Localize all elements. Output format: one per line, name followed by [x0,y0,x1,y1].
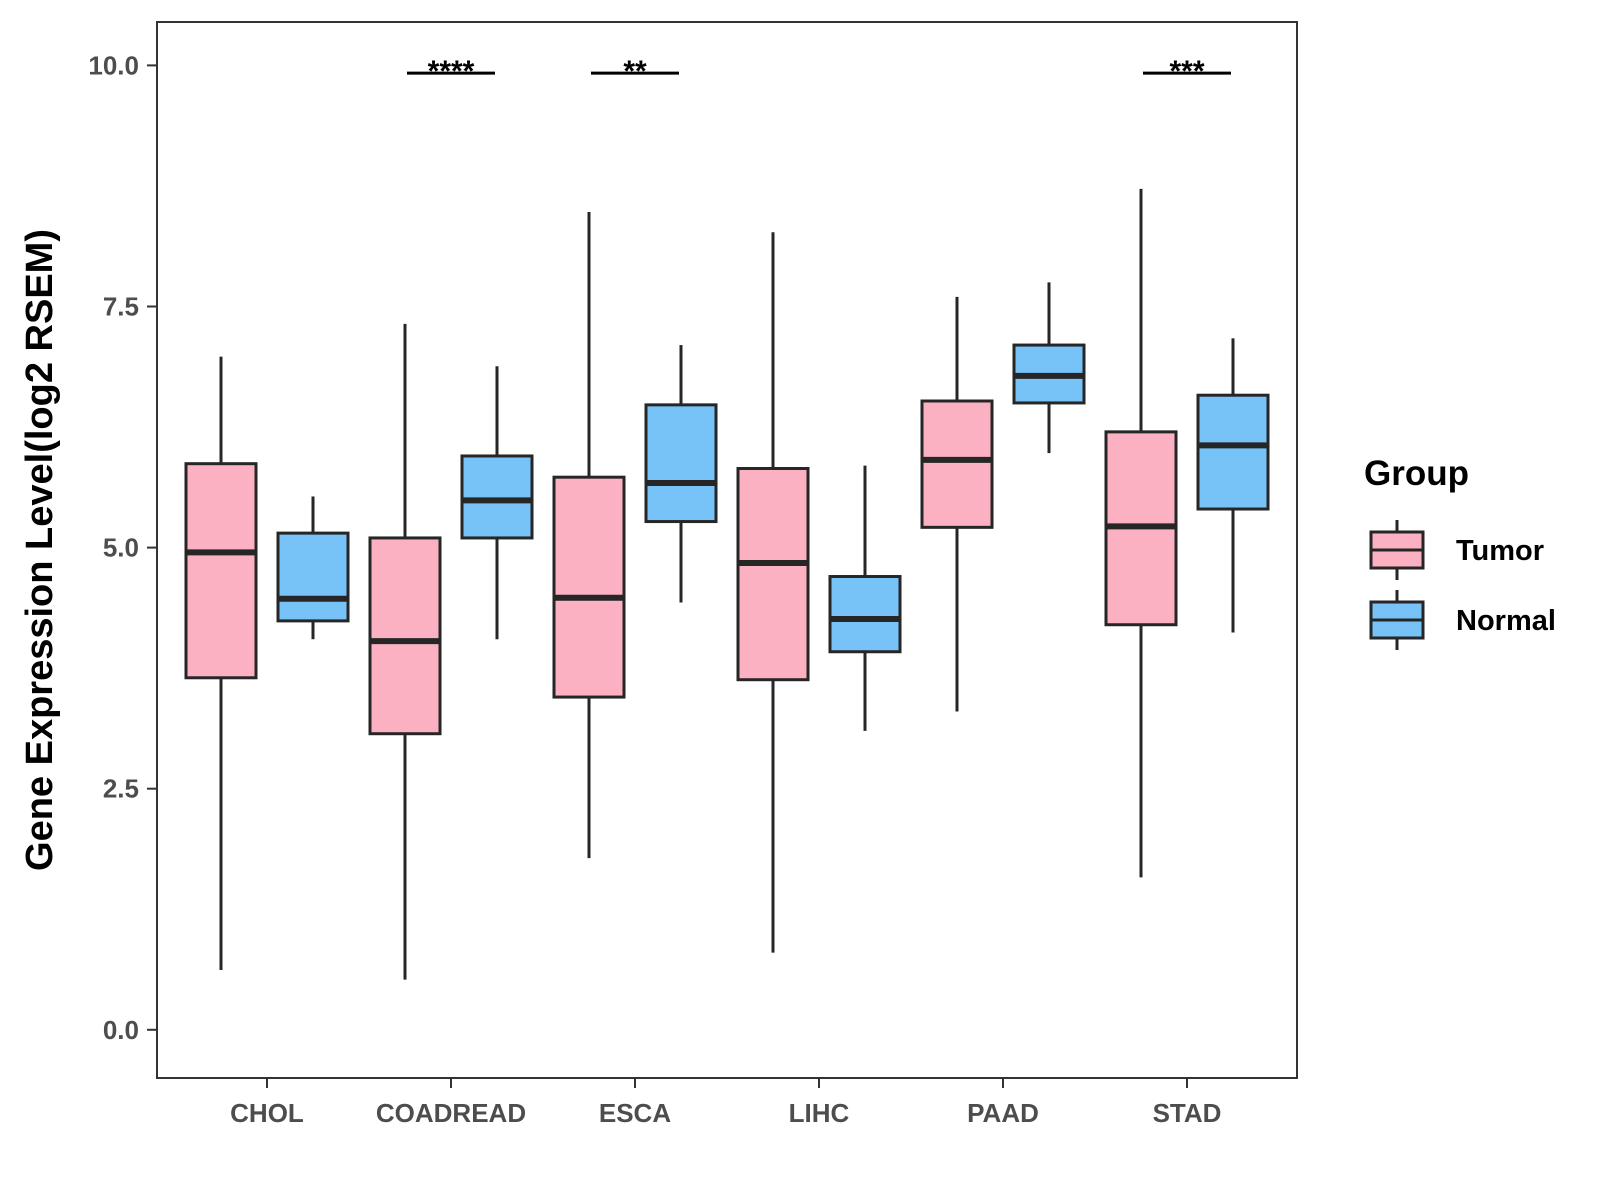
y-tick-label: 10.0 [88,50,139,80]
legend-entry-normal: Normal [1369,590,1556,650]
y-tick-label: 5.0 [103,533,139,563]
x-tick-label: ESCA [599,1098,671,1128]
box-iqr [552,475,626,699]
y-axis-title: Gene Expression Level(log2 RSEM) [19,229,61,871]
box-tumor-coadread [368,323,442,980]
box-iqr [368,536,442,736]
x-tick-label: LIHC [789,1098,850,1128]
y-tick-label: 0.0 [103,1015,139,1045]
box-normal-stad [1196,338,1270,633]
box-normal-coadread [460,366,534,640]
legend-entry-tumor: Tumor [1369,520,1544,580]
box-normal-chol [276,496,350,640]
box-iqr [644,403,718,524]
boxplots [184,188,1270,980]
legend-title: Group [1364,454,1469,493]
box-tumor-lihc [736,232,810,953]
box-normal-paad [1012,282,1086,454]
x-tick-label: STAD [1153,1098,1222,1128]
box-tumor-paad [920,296,994,712]
significance-label: **** [428,55,475,88]
box-iqr [276,531,350,623]
y-axis: 0.0 2.5 5.0 7.5 10.0 [88,50,157,1045]
legend: Tumor Normal [1369,520,1556,650]
significance-label: ** [623,55,647,88]
x-tick-label: PAAD [967,1098,1039,1128]
box-tumor-stad [1104,188,1178,878]
box-normal-esca [644,345,718,603]
box-iqr [460,454,534,540]
box-iqr [920,399,994,529]
significance-annotations: **** ** *** [407,55,1231,88]
box-iqr [736,467,810,682]
box-normal-lihc [828,465,902,731]
y-tick-label: 2.5 [103,774,139,804]
significance-label: *** [1169,55,1204,88]
box-iqr [1196,393,1270,511]
y-tick-label: 7.5 [103,291,139,321]
box-tumor-esca [552,211,626,859]
x-axis: CHOL COADREAD ESCA LIHC PAAD STAD [230,1078,1221,1128]
box-iqr [828,575,902,654]
box-tumor-chol [184,356,258,970]
legend-label: Tumor [1456,535,1544,567]
x-tick-label: CHOL [230,1098,304,1128]
legend-label: Normal [1456,605,1556,637]
box-iqr [184,462,258,680]
x-tick-label: COADREAD [376,1098,526,1128]
